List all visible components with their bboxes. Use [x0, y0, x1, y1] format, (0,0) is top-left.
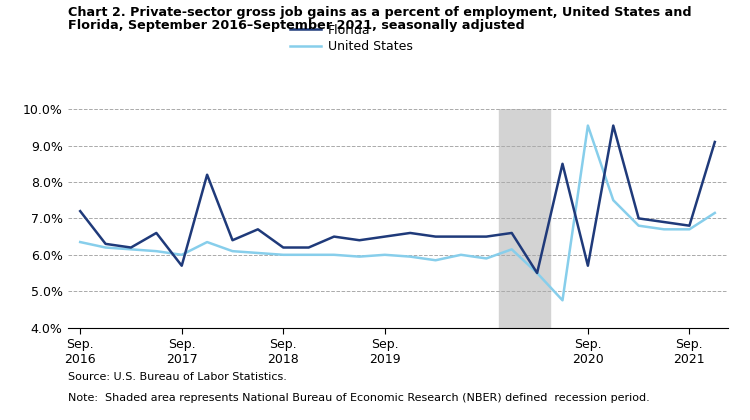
Text: Note:  Shaded area represents National Bureau of Economic Research (NBER) define: Note: Shaded area represents National Bu…: [68, 393, 650, 403]
Bar: [499, 109, 550, 328]
Text: Florida, September 2016–September 2021, seasonally adjusted: Florida, September 2016–September 2021, …: [68, 19, 524, 32]
Text: Chart 2. Private-sector gross job gains as a percent of employment, United State: Chart 2. Private-sector gross job gains …: [68, 6, 692, 19]
Legend: Florida, United States: Florida, United States: [290, 24, 412, 53]
Text: Source: U.S. Bureau of Labor Statistics.: Source: U.S. Bureau of Labor Statistics.: [68, 372, 286, 382]
